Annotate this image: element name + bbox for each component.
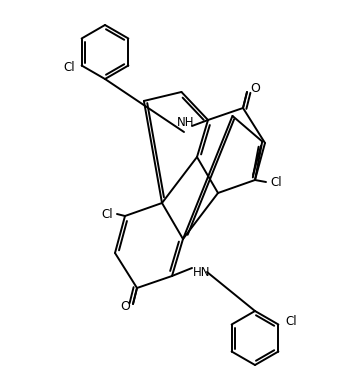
Text: Cl: Cl (285, 315, 297, 328)
Text: O: O (250, 83, 260, 95)
Text: Cl: Cl (270, 175, 282, 189)
Text: NH: NH (177, 116, 195, 130)
Text: O: O (120, 300, 130, 314)
Text: HN: HN (193, 265, 211, 279)
Text: Cl: Cl (101, 208, 113, 220)
Text: Cl: Cl (64, 61, 75, 74)
